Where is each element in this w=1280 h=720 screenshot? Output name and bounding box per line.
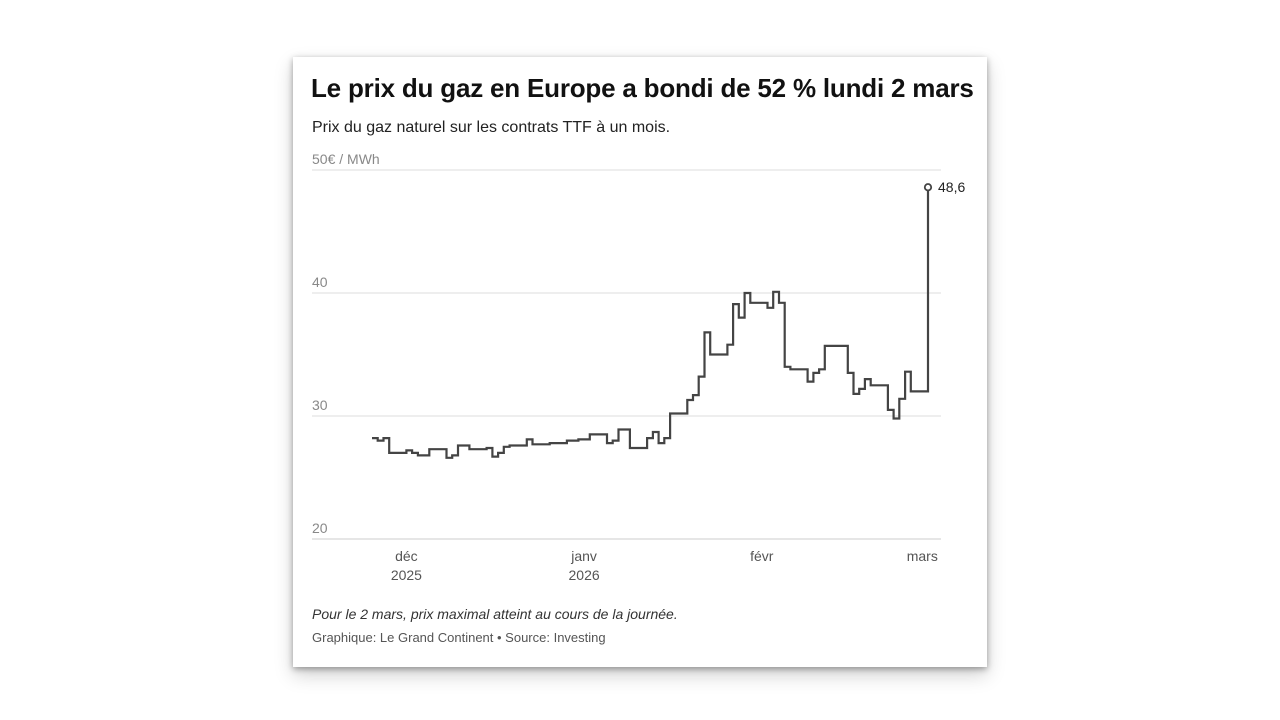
end-point-marker	[923, 183, 933, 192]
x-tick-label: févr	[750, 548, 774, 564]
end-value-label: 48,6	[938, 179, 965, 195]
chart-card: Le prix du gaz en Europe a bondi de 52 %…	[293, 57, 987, 667]
series-line	[372, 187, 930, 459]
x-tick-sublabel: 2025	[391, 567, 422, 583]
chart-note: Pour le 2 mars, prix maximal atteint au …	[312, 606, 678, 622]
x-tick-label: mars	[907, 548, 938, 564]
x-tick-label: janv	[570, 548, 597, 564]
y-tick-label: 30	[312, 397, 328, 413]
y-tick-label: 50€ / MWh	[312, 151, 380, 167]
chart-subtitle: Prix du gaz naturel sur les contrats TTF…	[312, 119, 671, 136]
y-tick-label: 20	[312, 520, 328, 536]
line-chart: 50€ / MWh 40 30 20 déc 2025 janv 2026 févr mars 48…	[312, 151, 965, 583]
x-tick-sublabel: 2026	[569, 567, 600, 583]
x-tick-label: déc	[395, 548, 418, 564]
chart-title: Le prix du gaz en Europe a bondi de 52 %…	[311, 73, 974, 103]
chart-credit: Graphique: Le Grand Continent • Source: …	[312, 630, 606, 645]
y-tick-label: 40	[312, 274, 328, 290]
